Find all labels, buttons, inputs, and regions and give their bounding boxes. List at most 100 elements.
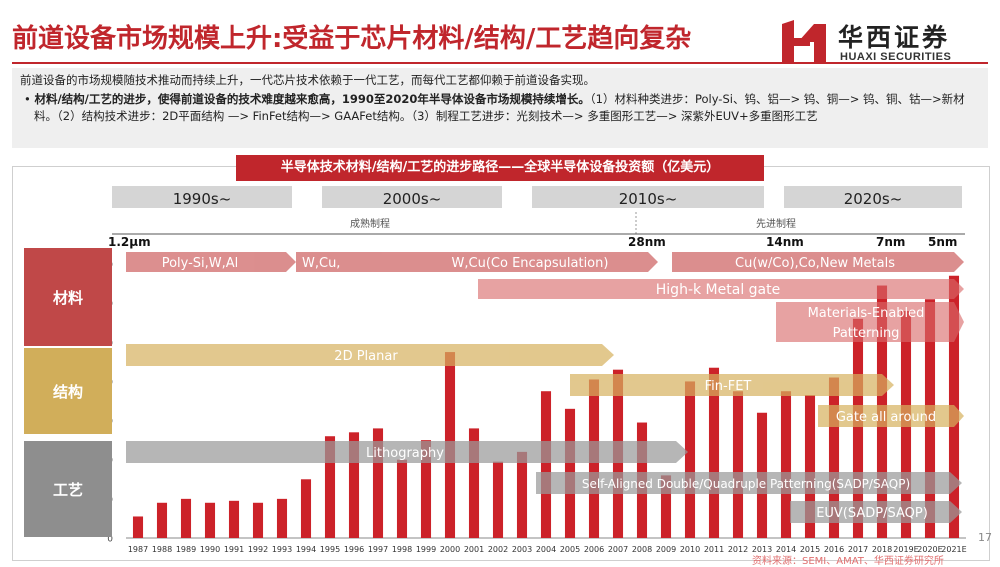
bar-2012	[732, 391, 744, 538]
x-tick-label: 2021E	[941, 545, 966, 554]
decade-box	[532, 186, 764, 208]
bar-1994	[300, 479, 312, 538]
bar-1996	[348, 432, 360, 538]
arrow-label: High-k Metal gate	[656, 282, 780, 298]
x-tick-label: 2004	[536, 545, 556, 554]
side-label-text: 工艺	[52, 480, 83, 499]
chart-title: 半导体技术材料/结构/工艺的进步路径——全球半导体设备投资额（亿美元）	[236, 155, 764, 181]
x-tick-label: 2002	[488, 545, 508, 554]
arrow-label: Patterning	[833, 326, 900, 341]
arrow-2d-planar	[126, 344, 614, 366]
arrow-label: Fin-FET	[705, 379, 752, 394]
x-tick-label: 2005	[560, 545, 580, 554]
side-label-process: 工艺	[24, 441, 112, 537]
x-tick-label: 2013	[752, 545, 772, 554]
arrow-gaa	[818, 405, 964, 427]
arrow-w-cu	[296, 252, 658, 272]
bar-1990	[204, 502, 216, 538]
summary-bullet: • 材料/结构/工艺的进步，使得前道设备的技术难度越来愈高，1990至2020年…	[24, 92, 965, 123]
decade-box	[322, 186, 502, 208]
bar-1992	[252, 502, 264, 538]
arrow-euv	[790, 501, 962, 523]
x-tick-label: 2001	[464, 545, 484, 554]
arrow-materials-patterning	[776, 302, 964, 342]
node-label: 14nm	[766, 235, 804, 249]
x-tick-label: 1992	[248, 545, 268, 554]
x-tick-label: 1995	[320, 545, 340, 554]
x-tick-label: 1994	[296, 545, 316, 554]
x-tick-label: 2000	[440, 545, 460, 554]
page-number: 17	[978, 531, 992, 544]
source-note: 资料来源：SEMI、AMAT、华西证券研究所	[752, 556, 944, 567]
x-tick-label: 1987	[128, 545, 148, 554]
arrow-finfet	[570, 374, 894, 396]
node-label: 1.2μm	[108, 235, 151, 249]
x-tick-label: 2019E	[893, 545, 918, 554]
bar-2017	[852, 318, 864, 538]
arrow-label: Cu(w/Co),Co,New Metals	[735, 256, 895, 271]
x-tick-label: 1997	[368, 545, 388, 554]
x-axis: 1987 1988 1989 1990 1991 1992 1993 1994 1995 1996…	[128, 545, 967, 554]
bar-1997	[372, 428, 384, 538]
x-tick-label: 2008	[632, 545, 652, 554]
page-title: 前道设备市场规模上升:受益于芯片材料/结构/工艺趋向复杂	[12, 24, 692, 54]
bar-2010	[684, 381, 696, 538]
title-divider	[12, 62, 988, 64]
x-tick-label: 2011	[704, 545, 724, 554]
decade-box	[784, 186, 962, 208]
arrow-label: Materials-Enabled	[808, 306, 925, 321]
decade-label: 2000s~	[383, 190, 442, 208]
x-tick-label: 1996	[344, 545, 364, 554]
x-tick-label: 2020E	[917, 545, 942, 554]
arrow-lithography	[126, 441, 688, 463]
x-tick-label: 2018	[872, 545, 892, 554]
summary-bullet-text: （1）材料种类进步：Poly-Si、钨、铝—> 钨、铜—> 钨、铜、钴—>新材料…	[34, 92, 965, 123]
decade-headers: 1990s~ 2000s~ 2010s~ 2020s~	[112, 186, 962, 208]
arrow-new-metals	[672, 252, 964, 272]
arrow-label: EUV(SADP/SAQP)	[816, 506, 928, 521]
logo-text-cn: 华西证券	[838, 23, 951, 52]
bar-1999	[420, 440, 432, 538]
bar-2001	[468, 428, 480, 538]
bar-1998	[396, 459, 408, 538]
bar-2014	[780, 391, 792, 538]
x-tick-label: 1993	[272, 545, 292, 554]
x-tick-label: 2010	[680, 545, 700, 554]
x-tick-label: 1989	[176, 545, 196, 554]
x-tick-label: 2014	[776, 545, 796, 554]
summary-intro: 前道设备的市场规模随技术推动而持续上升，一代芯片技术依赖于一代工艺，而每代工艺都…	[20, 73, 595, 87]
side-label-text: 材料	[52, 288, 83, 307]
decade-label: 1990s~	[173, 190, 232, 208]
bar-2004	[540, 391, 552, 538]
bar-2002	[492, 461, 504, 538]
x-tick-label: 2017	[848, 545, 868, 554]
y-tick-label: 0	[107, 535, 113, 545]
x-tick-label: 1991	[224, 545, 244, 554]
node-label: 28nm	[628, 235, 666, 249]
x-tick-label: 1998	[392, 545, 412, 554]
arrow-label: W,Cu,	[302, 256, 340, 271]
side-label-structure: 结构	[24, 348, 112, 434]
x-tick-label: 2009	[656, 545, 676, 554]
summary-bullet-bold: 材料/结构/工艺的进步，使得前道设备的技术难度越来愈高，1990至2020年半导…	[34, 92, 590, 106]
bar-1993	[276, 498, 288, 538]
x-tick-label: 2016	[824, 545, 844, 554]
process-arrow-labels: Lithography Self-Aligned Double/Quadrupl…	[366, 446, 928, 521]
bar-1995	[324, 436, 336, 538]
side-label-text: 结构	[52, 382, 83, 401]
structure-arrow-labels: 2D Planar Fin-FET Gate all around	[334, 349, 936, 425]
x-tick-label: 2007	[608, 545, 628, 554]
arrow-label: Lithography	[366, 446, 444, 461]
decade-label: 2010s~	[619, 190, 678, 208]
x-tick-label: 2015	[800, 545, 820, 554]
arrow-sadp	[536, 472, 962, 494]
arrow-label: 2D Planar	[334, 349, 398, 364]
node-label: 5nm	[928, 235, 957, 249]
bar-1989	[180, 498, 192, 538]
summary-box: 前道设备的市场规模随技术推动而持续上升，一代芯片技术依赖于一代工艺，而每代工艺都…	[12, 68, 988, 148]
bar-1987	[132, 516, 144, 538]
phase-mature: 成熟制程	[350, 217, 390, 230]
bar-2011	[708, 367, 720, 538]
decade-label: 2020s~	[844, 190, 903, 208]
